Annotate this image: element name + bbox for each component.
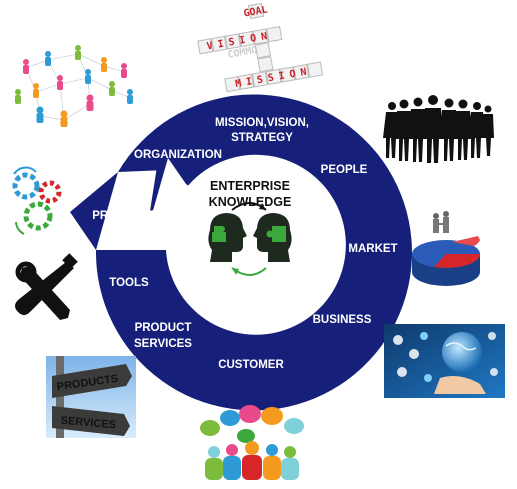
label-product: PRODUCT: [135, 322, 192, 334]
gears-icon: [12, 166, 62, 235]
business-people-image: [383, 95, 494, 164]
ring-arrow-notch: [152, 158, 202, 214]
label-customer: CUSTOMER: [218, 359, 284, 371]
tile-word-goal: GOAL: [243, 5, 269, 20]
knowledge-ring: [70, 94, 412, 411]
tools-icon: [15, 253, 78, 320]
label-processes: PROCESSES: [92, 210, 164, 222]
pie-chart-image: [412, 211, 480, 286]
label-people: PEOPLE: [321, 164, 368, 176]
network-people-image: [15, 45, 133, 127]
products-services-signpost-image: PRODUCTS SERVICES: [46, 356, 136, 438]
heads-puzzle-icon: [208, 202, 292, 276]
label-organization: ORGANIZATION: [134, 149, 222, 161]
sign-services: SERVICES: [60, 415, 116, 432]
label-business: BUSINESS: [313, 314, 372, 326]
ring-arrow-head: [70, 172, 118, 250]
customers-speech-image: [200, 405, 304, 480]
label-market: MARKET: [348, 243, 397, 255]
label-services: SERVICES: [134, 338, 192, 350]
technology-globe-image: [384, 324, 505, 398]
center-title-line1: ENTERPRISE: [210, 179, 290, 193]
label-strategy: STRATEGY: [231, 132, 293, 144]
label-mission: MISSION,VISION,: [215, 117, 309, 129]
crossword-tiles-image: VISION COMMON GOAL MISSION: [197, 2, 324, 93]
label-tools: TOOLS: [109, 277, 149, 289]
